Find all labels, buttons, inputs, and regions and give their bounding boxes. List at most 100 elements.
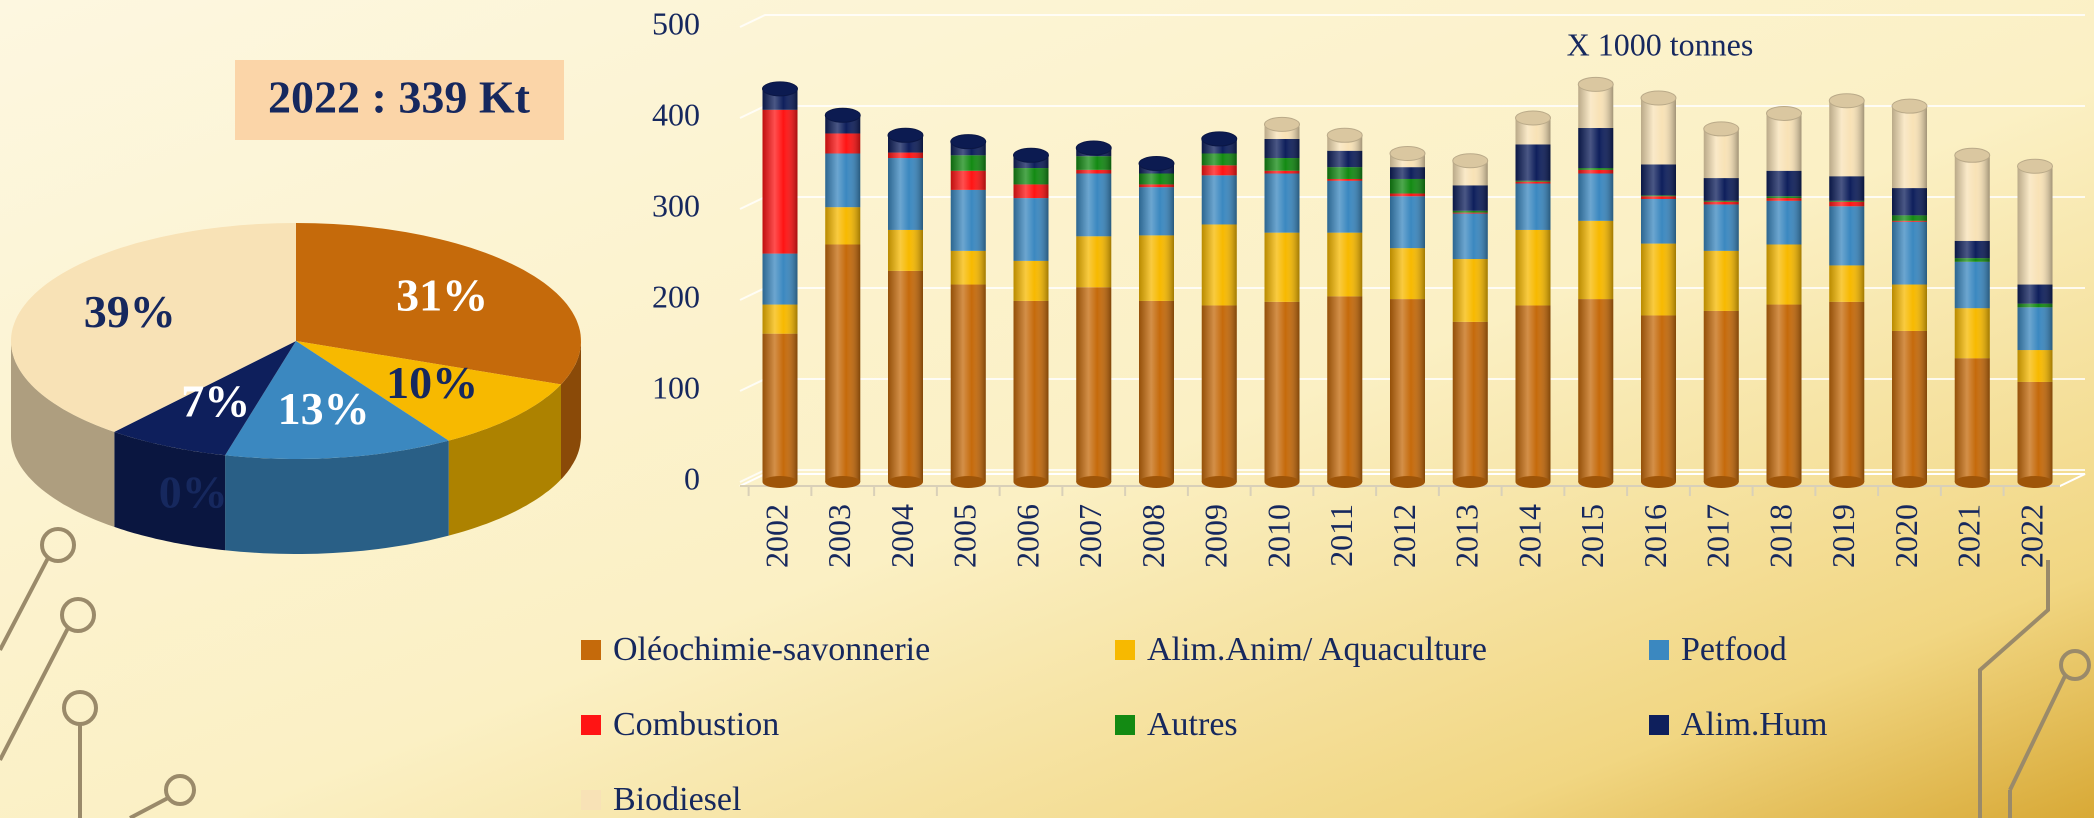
bar-base	[2018, 476, 2053, 488]
pie-label: 13%	[278, 383, 370, 434]
pie-label: 7%	[181, 376, 250, 427]
x-tick-label: 2004	[884, 504, 920, 568]
bar-shade	[1955, 155, 1990, 482]
pie-label: 10%	[386, 357, 478, 408]
x-tick-label: 2009	[1198, 504, 1234, 568]
bar-shade	[825, 115, 860, 482]
x-tick-label: 2003	[821, 504, 857, 568]
y-tick-label: 0	[684, 460, 700, 496]
x-tick-label: 2013	[1449, 504, 1485, 568]
legend-label: Oléochimie-savonnerie	[613, 631, 930, 668]
bar-cap	[1202, 132, 1237, 146]
bar-shade	[1265, 124, 1300, 482]
x-tick-label: 2016	[1637, 504, 1673, 568]
y-tick-label: 200	[652, 278, 700, 314]
pie-label: 0%	[159, 466, 228, 517]
annotation: X 1000 tonnes	[1567, 26, 1754, 62]
legend-swatch	[1115, 640, 1135, 660]
legend-label: Biodiesel	[613, 781, 741, 818]
bar-cap	[1390, 146, 1425, 160]
x-tick-label: 2017	[1700, 504, 1736, 568]
bar-base	[1014, 476, 1049, 488]
bar-cap	[763, 82, 798, 96]
bar-shade	[763, 89, 798, 482]
bar-shade	[2018, 166, 2053, 482]
bar-base	[1892, 476, 1927, 488]
bar-base	[1578, 476, 1613, 488]
legend-swatch	[581, 790, 601, 810]
bar-shade	[1202, 139, 1237, 482]
x-tick-label: 2014	[1511, 504, 1547, 568]
bar-shade	[1829, 101, 1864, 482]
bar-cap	[1955, 148, 1990, 162]
bar-cap	[1453, 154, 1488, 168]
bar-cap	[1829, 94, 1864, 108]
bar-cap	[888, 128, 923, 142]
x-tick-label: 2002	[758, 504, 794, 568]
x-tick-label: 2010	[1260, 504, 1296, 568]
y-tick-label: 300	[652, 187, 700, 223]
bar-cap	[1139, 157, 1174, 171]
bar-cap	[1704, 122, 1739, 136]
x-tick-label: 2018	[1762, 504, 1798, 568]
pie-title: 2022 : 339 Kt	[268, 72, 531, 123]
bar-base	[1767, 476, 1802, 488]
bar-shade	[1076, 148, 1111, 482]
x-tick-label: 2011	[1323, 504, 1359, 567]
bar-base	[1202, 476, 1237, 488]
bar-base	[1265, 476, 1300, 488]
bar-shade	[1516, 118, 1551, 482]
legend-swatch	[1115, 715, 1135, 735]
bar-shade	[1139, 164, 1174, 483]
bar-base	[1390, 476, 1425, 488]
legend-label: Alim.Anim/ Aquaculture	[1147, 631, 1487, 668]
x-tick-label: 2021	[1951, 504, 1987, 568]
bar-base	[1076, 476, 1111, 488]
bar-shade	[1892, 106, 1927, 482]
x-tick-label: 2015	[1574, 504, 1610, 568]
bar-cap	[1265, 117, 1300, 131]
bar-shade	[1767, 113, 1802, 482]
bar-base	[1516, 476, 1551, 488]
y-tick-label: 100	[652, 369, 700, 405]
bar-shade	[951, 142, 986, 482]
bar-shade	[1390, 153, 1425, 482]
bar-cap	[1076, 141, 1111, 155]
bar-base	[1139, 476, 1174, 488]
bar-shade	[1453, 161, 1488, 482]
bar-cap	[1641, 91, 1676, 105]
bar-shade	[1578, 84, 1613, 482]
bar-base	[763, 476, 798, 488]
legend-swatch	[1649, 715, 1669, 735]
legend-label: Combustion	[613, 706, 779, 743]
legend-swatch	[581, 715, 601, 735]
bar-base	[951, 476, 986, 488]
bar-base	[1829, 476, 1864, 488]
x-tick-label: 2022	[2013, 504, 2049, 568]
x-tick-label: 2007	[1072, 504, 1108, 568]
bar-shade	[1327, 135, 1362, 482]
x-tick-label: 2005	[947, 504, 983, 568]
y-tick-label: 400	[652, 96, 700, 132]
x-tick-label: 2008	[1135, 504, 1171, 568]
bar-shade	[1641, 98, 1676, 482]
bar-shade	[888, 135, 923, 482]
x-tick-label: 2006	[1009, 504, 1045, 568]
pie-label: 39%	[84, 286, 176, 337]
bar-base	[1955, 476, 1990, 488]
x-tick-label: 2019	[1825, 504, 1861, 568]
bar-base	[888, 476, 923, 488]
bar-cap	[1892, 99, 1927, 113]
bar-shade	[1014, 155, 1049, 482]
x-tick-label: 2012	[1386, 504, 1422, 568]
y-tick-label: 500	[652, 5, 700, 41]
bar-cap	[1767, 106, 1802, 120]
bar-cap	[1516, 111, 1551, 125]
bar-base	[1327, 476, 1362, 488]
bar-cap	[2018, 159, 2053, 173]
legend-label: Alim.Hum	[1681, 706, 1827, 743]
page: 2022 : 339 Kt X 1000 tonnes 31% 10% 13% 0% 7…	[0, 0, 2094, 818]
bar-cap	[825, 108, 860, 122]
pie-label: 31%	[396, 269, 488, 320]
legend-label: Petfood	[1681, 631, 1787, 668]
